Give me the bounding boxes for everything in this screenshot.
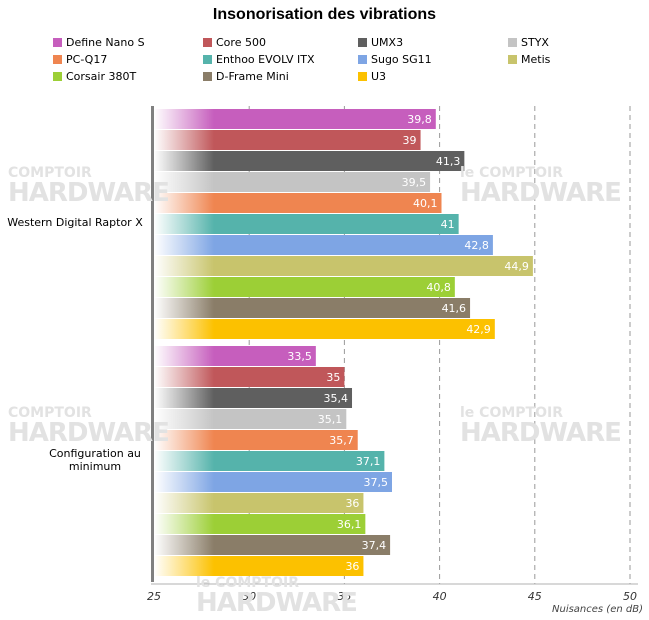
legend-item: Metis: [508, 51, 550, 67]
legend-swatch: [358, 71, 367, 81]
legend-swatch: [358, 54, 367, 64]
legend-swatch: [203, 54, 212, 64]
x-tick-label: 50: [623, 590, 637, 603]
legend-item: STYX: [508, 34, 549, 50]
legend-label: D-Frame Mini: [216, 69, 289, 83]
legend-swatch: [508, 37, 517, 47]
legend-item: Core 500: [203, 34, 266, 50]
legend-item: Define Nano S: [53, 34, 145, 50]
bar-pc-q17: [154, 430, 358, 450]
legend-swatch: [508, 54, 517, 64]
x-axis-label: Nuisances (en dB): [552, 604, 643, 615]
legend-label: UMX3: [371, 35, 404, 49]
x-tick-label: 30: [242, 590, 257, 603]
legend-item: PC-Q17: [53, 51, 107, 67]
legend-swatch: [53, 37, 62, 47]
legend-label: Sugo SG11: [371, 52, 432, 66]
bar-metis: [154, 493, 364, 513]
legend-swatch: [203, 37, 212, 47]
bar-d-frame-mini: [154, 298, 471, 318]
legend-label: Metis: [521, 52, 551, 66]
bar-pc-q17: [154, 193, 442, 213]
bar-styx: [154, 409, 347, 429]
x-tick-label: 40: [432, 590, 447, 603]
bar-umx3: [154, 151, 465, 171]
legend-swatch: [53, 71, 62, 81]
x-tick-label: 35: [337, 590, 352, 603]
data-label: 35,1: [318, 413, 343, 426]
data-label: 36: [345, 497, 359, 510]
bar-define-nano-s: [154, 346, 316, 366]
data-label: 37,1: [356, 455, 381, 468]
legend-label: Corsair 380T: [66, 69, 137, 83]
data-label: 41: [441, 218, 455, 231]
bar-enthoo-evolv-itx: [154, 214, 459, 234]
bar-u3: [154, 319, 495, 339]
data-label: 41,3: [436, 155, 461, 168]
bar-d-frame-mini: [154, 535, 391, 555]
category-label-raptor: Western Digital Raptor X: [7, 216, 143, 229]
bar-core-500: [154, 367, 345, 387]
data-label: 40,1: [413, 197, 438, 210]
bar-metis: [154, 256, 533, 276]
x-tick-label: 45: [527, 590, 542, 603]
data-label: 37,4: [362, 539, 387, 552]
data-label: 35,4: [324, 392, 349, 405]
x-tick-label: 25: [147, 590, 161, 603]
data-label: 33,5: [287, 350, 312, 363]
data-label: 40,8: [426, 281, 451, 294]
legend-item: Enthoo EVOLV ITX: [203, 51, 315, 67]
bar-corsair-380t: [154, 514, 366, 534]
bar-styx: [154, 172, 431, 192]
data-label: 41,6: [442, 302, 467, 315]
bar-sugo-sg11: [154, 472, 392, 492]
legend-label: Define Nano S: [66, 35, 145, 49]
data-label: 35: [326, 371, 340, 384]
data-label: 36,1: [337, 518, 362, 531]
data-label: 42,8: [464, 239, 489, 252]
legend-label: Core 500: [216, 35, 266, 49]
data-label: 35,7: [329, 434, 354, 447]
legend-label: STYX: [521, 35, 549, 49]
legend-item: Sugo SG11: [358, 51, 432, 67]
bar-core-500: [154, 130, 421, 150]
data-label: 36: [345, 560, 359, 573]
bar-u3: [154, 556, 364, 576]
legend-item: D-Frame Mini: [203, 68, 289, 84]
legend-label: U3: [371, 69, 387, 83]
legend-swatch: [53, 54, 62, 64]
legend-item: UMX3: [358, 34, 403, 50]
data-label: 42,9: [466, 323, 491, 336]
bar-enthoo-evolv-itx: [154, 451, 385, 471]
legend-swatch: [358, 37, 367, 47]
data-label: 44,9: [504, 260, 529, 273]
legend-label: PC-Q17: [66, 52, 108, 66]
bar-sugo-sg11: [154, 235, 493, 255]
bar-corsair-380t: [154, 277, 455, 297]
legend-item: Corsair 380T: [53, 68, 136, 84]
legend-label: Enthoo EVOLV ITX: [216, 52, 315, 66]
data-label: 39,5: [402, 176, 427, 189]
legend-swatch: [203, 71, 212, 81]
category-label-minimum: Configuration au minimum: [49, 447, 141, 473]
bar-umx3: [154, 388, 353, 408]
data-label: 37,5: [364, 476, 389, 489]
data-label: 39,8: [407, 113, 432, 126]
bar-define-nano-s: [154, 109, 436, 129]
chart-title: Insonorisation des vibrations: [212, 6, 437, 23]
legend-item: U3: [358, 68, 386, 84]
y-axis: [151, 106, 154, 582]
data-label: 39: [403, 134, 417, 147]
